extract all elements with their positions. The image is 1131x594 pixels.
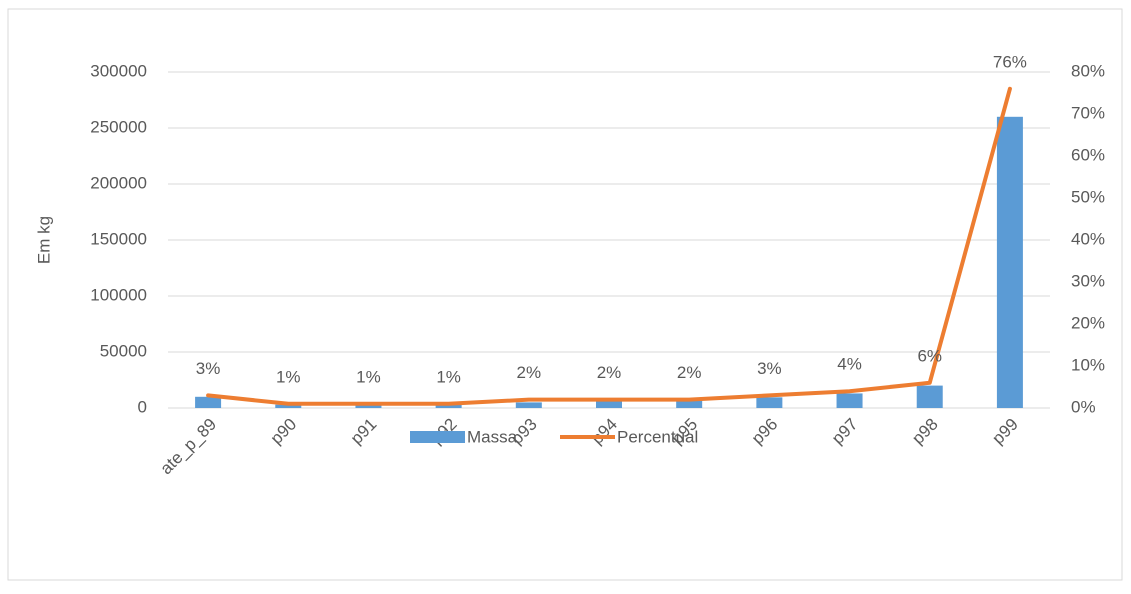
y-tick-label: 50000 [100, 341, 147, 360]
data-label: 2% [597, 363, 622, 382]
y-tick-label: 100000 [90, 285, 147, 304]
y2-tick-label: 80% [1071, 61, 1105, 80]
bar [756, 397, 783, 408]
y-tick-label: 200000 [90, 173, 147, 192]
bar [515, 402, 542, 408]
y-tick-label: 0 [138, 397, 147, 416]
y2-tick-label: 60% [1071, 145, 1105, 164]
legend-label: Massa [467, 427, 518, 446]
data-label: 2% [677, 363, 702, 382]
bar [596, 401, 622, 408]
bar [195, 396, 222, 408]
data-label: 1% [276, 367, 301, 386]
y2-tick-label: 10% [1071, 355, 1105, 374]
bar [355, 404, 382, 408]
data-label: 1% [436, 367, 461, 386]
y2-tick-label: 40% [1071, 229, 1105, 248]
bar [916, 385, 943, 408]
y2-tick-label: 0% [1071, 397, 1096, 416]
y2-tick-label: 70% [1071, 103, 1105, 122]
data-label: 3% [757, 359, 782, 378]
data-label: 2% [517, 363, 542, 382]
data-label: 6% [917, 346, 942, 365]
y2-tick-label: 30% [1071, 271, 1105, 290]
y-tick-label: 150000 [90, 229, 147, 248]
y2-tick-label: 50% [1071, 187, 1105, 206]
data-label: 4% [837, 355, 862, 374]
bar [275, 404, 302, 408]
data-label: 76% [993, 52, 1027, 71]
y-tick-label: 250000 [90, 117, 147, 136]
y-axis-title: Em kg [34, 216, 53, 264]
bar [836, 393, 863, 408]
data-label: 1% [356, 367, 381, 386]
bar [996, 116, 1023, 409]
bar [676, 400, 703, 408]
chart-border [7, 8, 1123, 581]
y-tick-label: 300000 [90, 61, 147, 80]
legend-label: Percentual [617, 427, 698, 446]
legend-swatch [410, 431, 465, 443]
y2-tick-label: 20% [1071, 313, 1105, 332]
line [206, 86, 1012, 406]
data-label: 3% [196, 359, 221, 378]
